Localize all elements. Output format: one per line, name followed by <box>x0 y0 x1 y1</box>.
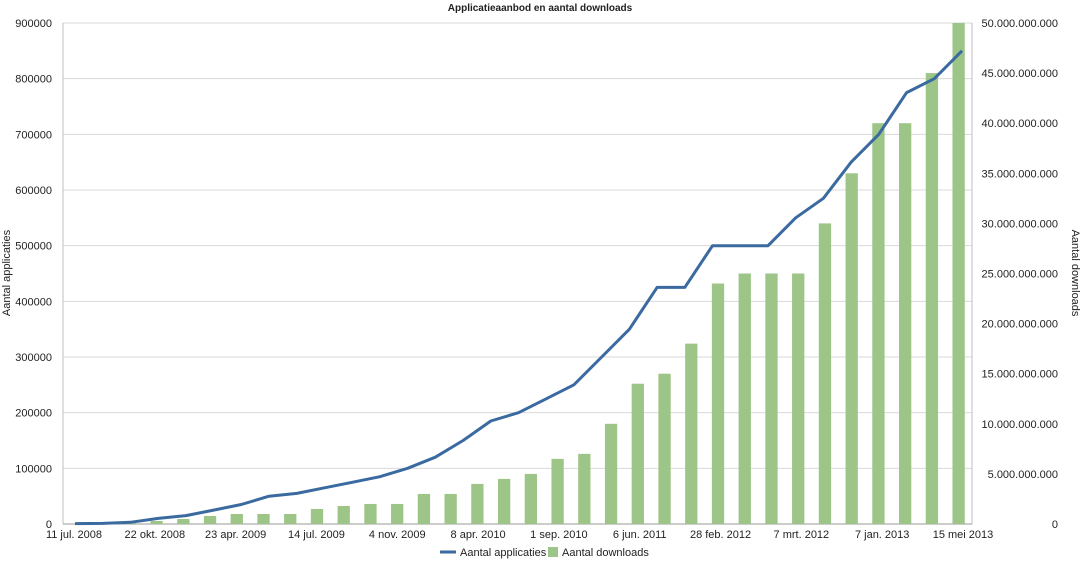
right-tick-label: 25.000.000.000 <box>982 269 1058 281</box>
bar <box>658 374 670 524</box>
x-tick-label: 28 feb. 2012 <box>690 529 751 541</box>
x-tick-label: 23 apr. 2009 <box>205 529 266 541</box>
bar <box>525 474 537 524</box>
bar <box>578 454 590 524</box>
right-tick-label: 40.000.000.000 <box>982 118 1058 130</box>
bar <box>632 384 644 524</box>
chart-title: Applicatieaanbod en aantal downloads <box>448 3 633 14</box>
left-tick-label: 500000 <box>15 241 52 253</box>
bar <box>284 514 296 524</box>
bar-series <box>97 23 965 524</box>
right-tick-label: 5.000.000.000 <box>988 469 1058 481</box>
bar <box>926 73 938 524</box>
right-tick-label: 35.000.000.000 <box>982 168 1058 180</box>
right-tick-label: 20.000.000.000 <box>982 319 1058 331</box>
left-tick-label: 200000 <box>15 408 52 420</box>
bar <box>819 223 831 524</box>
x-tick-label: 14 jul. 2009 <box>288 529 345 541</box>
bar <box>177 519 189 524</box>
left-tick-label: 700000 <box>15 129 52 141</box>
left-axis-title: Aantal applicaties <box>1 229 13 316</box>
right-tick-label: 30.000.000.000 <box>982 218 1058 230</box>
left-tick-label: 100000 <box>15 463 52 475</box>
bar <box>872 123 884 524</box>
bar <box>445 494 457 524</box>
right-tick-label: 10.000.000.000 <box>982 419 1058 431</box>
left-tick-label: 600000 <box>15 185 52 197</box>
bar <box>551 459 563 524</box>
bar <box>418 494 430 524</box>
bar <box>739 274 751 525</box>
x-tick-label: 4 nov. 2009 <box>369 529 426 541</box>
x-tick-label: 6 jun. 2011 <box>613 529 667 541</box>
bar <box>204 516 216 524</box>
x-tick-label: 11 jul. 2008 <box>46 529 102 541</box>
right-tick-label: 45.000.000.000 <box>982 68 1058 80</box>
x-axis: 11 jul. 2008 22 okt. 2008 23 apr. 2009 14 j… <box>46 529 993 541</box>
x-tick-label: 15 mei 2013 <box>933 529 994 541</box>
right-axis-title: Aantal downloads <box>1069 230 1080 317</box>
legend-bar-swatch <box>548 547 558 557</box>
bar <box>846 173 858 524</box>
bar <box>765 274 777 525</box>
legend: Aantal applicaties Aantal downloads <box>440 547 649 559</box>
bar <box>899 123 911 524</box>
x-tick-label: 22 okt. 2008 <box>125 529 186 541</box>
bar <box>712 284 724 524</box>
right-axis: 0 5.000.000.000 10.000.000.000 15.000.000.0… <box>982 18 1058 531</box>
bar <box>311 509 323 524</box>
bar <box>792 274 804 525</box>
bar <box>257 514 269 524</box>
bar <box>471 484 483 524</box>
x-tick-label: 7 jan. 2013 <box>855 529 909 541</box>
bar <box>498 479 510 524</box>
left-tick-label: 800000 <box>15 74 52 86</box>
bar <box>391 504 403 524</box>
right-tick-label: 0 <box>1052 519 1058 531</box>
x-tick-label: 1 sep. 2010 <box>530 529 588 541</box>
bar <box>364 504 376 524</box>
x-tick-label: 7 mrt. 2012 <box>774 529 830 541</box>
bar <box>685 344 697 524</box>
bar <box>605 424 617 524</box>
left-tick-label: 400000 <box>15 296 52 308</box>
bar <box>338 506 350 524</box>
legend-label-applicaties: Aantal applicaties <box>460 547 547 559</box>
left-tick-label: 900000 <box>15 18 52 30</box>
right-tick-label: 50.000.000.000 <box>982 18 1058 30</box>
legend-label-downloads: Aantal downloads <box>562 547 649 559</box>
bar <box>231 514 243 524</box>
left-axis: 0100000200000300000400000500000600000700… <box>15 18 52 531</box>
bar <box>150 521 162 524</box>
x-tick-label: 8 apr. 2010 <box>451 529 506 541</box>
right-tick-label: 15.000.000.000 <box>982 369 1058 381</box>
left-tick-label: 300000 <box>15 352 52 364</box>
bar <box>952 23 964 524</box>
gridlines <box>63 23 972 524</box>
